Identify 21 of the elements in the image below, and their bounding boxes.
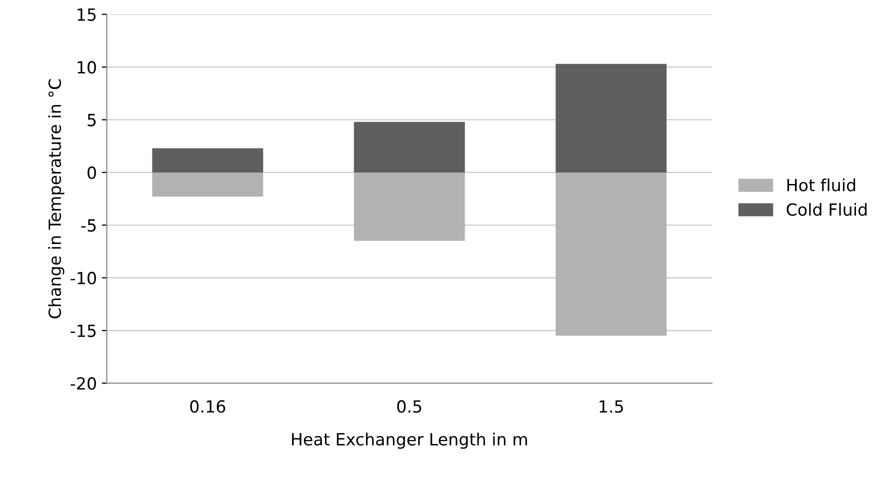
legend-label: Hot fluid	[787, 178, 856, 192]
bar	[152, 148, 264, 172]
y-axis-title: Change in Temperature in °C	[48, 79, 64, 318]
y-tick-label: -20	[70, 377, 96, 390]
y-tick-label: 15	[78, 8, 96, 21]
y-tick-label: 10	[78, 61, 96, 74]
x-axis-title: Heat Exchanger Length in m	[292, 432, 527, 449]
legend-label: Cold Fluid	[786, 202, 867, 216]
y-tick-label: -10	[70, 272, 96, 284]
y-tick-label: 5	[88, 114, 96, 126]
bar	[556, 172, 667, 336]
x-tick-label: 1.5	[600, 400, 623, 413]
bar	[354, 122, 465, 172]
x-tick-label: 0.16	[190, 400, 226, 413]
y-tick-label: 0	[88, 166, 96, 180]
bar	[152, 172, 264, 197]
y-tick-label: -15	[70, 324, 96, 338]
bar	[354, 172, 465, 241]
x-tick-label: 0.5	[397, 400, 422, 413]
y-tick-label: -5	[81, 219, 96, 232]
bar	[556, 64, 667, 172]
